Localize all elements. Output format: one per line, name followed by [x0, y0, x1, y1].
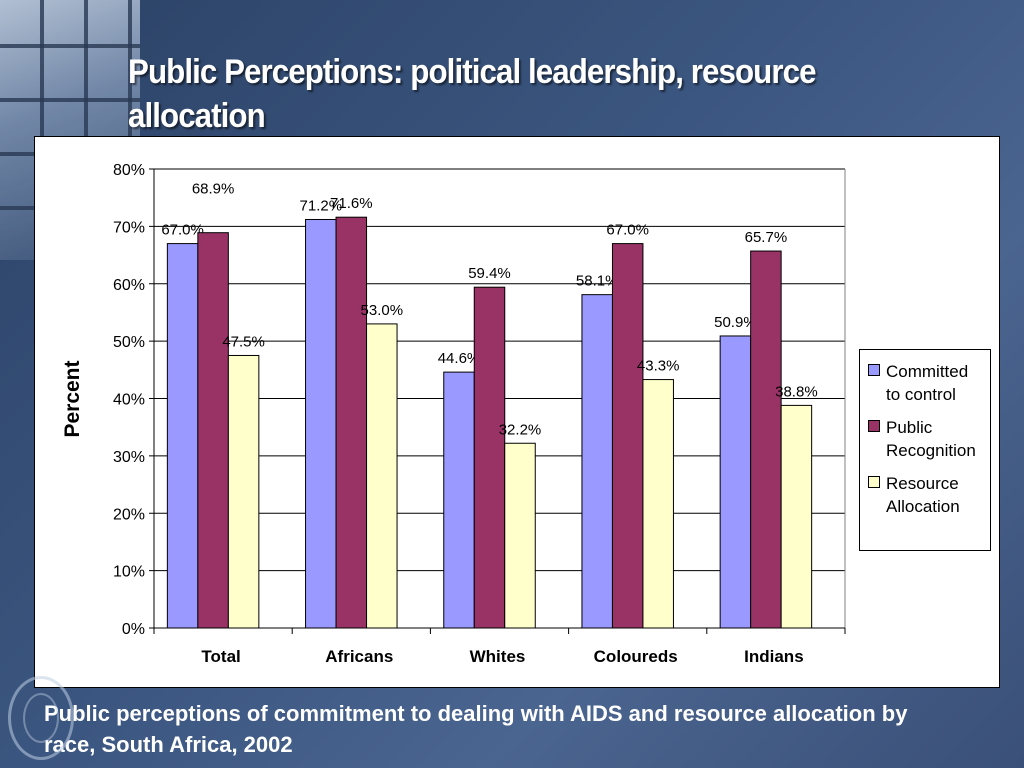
- data-label: 38.8%: [775, 383, 818, 400]
- bar: [611, 243, 644, 629]
- slide-caption: Public perceptions of commitment to deal…: [44, 701, 908, 757]
- bar: [443, 371, 475, 629]
- bar: [227, 354, 260, 629]
- y-tick-label: 70%: [113, 219, 145, 236]
- data-label: 65.7%: [745, 229, 788, 246]
- bar: [197, 232, 229, 629]
- legend-label-recognition: Public Recognition: [886, 418, 976, 460]
- organization-logo: [8, 676, 74, 760]
- data-label: 43.3%: [637, 358, 680, 375]
- x-tick-label: Total: [201, 647, 240, 666]
- legend-swatch-recognition: [868, 420, 880, 432]
- data-label: 58.1%: [576, 273, 619, 290]
- y-tick-label: 20%: [113, 506, 145, 523]
- bar: [335, 216, 368, 629]
- data-label: 47.5%: [222, 333, 265, 350]
- chart-legend: Committed to control Public Recognition …: [859, 349, 991, 551]
- data-label: 68.9%: [192, 181, 235, 198]
- data-label: 67.0%: [161, 222, 204, 239]
- bar-chart: 0% 10% 20% 30% 40% 50% 60% 70% 80% 67.0% 68.9% 47.5…: [61, 162, 846, 666]
- bar: [581, 294, 613, 629]
- legend-swatch-allocation: [868, 476, 880, 488]
- y-tick-label: 60%: [113, 277, 145, 294]
- bar: [366, 323, 398, 629]
- x-tick-label: Whites: [470, 647, 526, 666]
- legend-item-committed: Committed to control: [868, 360, 984, 406]
- data-label: 71.6%: [330, 195, 373, 212]
- bar: [750, 250, 782, 629]
- legend-label-allocation: Resource Allocation: [886, 474, 960, 516]
- y-tick-label: 80%: [113, 162, 145, 179]
- y-axis-label: Percent: [61, 360, 84, 437]
- y-tick-label: 40%: [113, 392, 145, 409]
- y-tick-label: 0%: [122, 621, 145, 638]
- legend-item-recognition: Public Recognition: [868, 416, 984, 462]
- chart-panel: 0% 10% 20% 30% 40% 50% 60% 70% 80% 67.0% 68.9% 47.5…: [34, 136, 1000, 688]
- data-label: 44.6%: [438, 350, 481, 367]
- data-label: 53.0%: [361, 302, 404, 319]
- legend-swatch-committed: [868, 364, 880, 376]
- bar: [166, 243, 199, 629]
- data-label: 59.4%: [468, 265, 511, 282]
- data-label: 67.0%: [606, 222, 649, 239]
- slide-title: Public Perceptions: political leadership…: [128, 53, 816, 135]
- data-label: 50.9%: [714, 314, 757, 331]
- y-tick-label: 30%: [113, 449, 145, 466]
- data-label: 32.2%: [499, 421, 542, 438]
- x-tick-label: Africans: [325, 647, 393, 666]
- y-tick-label: 50%: [113, 334, 145, 351]
- legend-label-committed: Committed to control: [886, 362, 969, 404]
- bar: [642, 379, 674, 629]
- legend-item-allocation: Resource Allocation: [868, 472, 984, 518]
- x-tick-label: Coloureds: [594, 647, 678, 666]
- bar: [504, 442, 536, 629]
- bar: [780, 404, 813, 629]
- bar: [719, 335, 752, 629]
- bar: [305, 218, 337, 629]
- background-window-image: [0, 0, 140, 260]
- data-label: 71.2%: [300, 197, 343, 214]
- bar: [473, 286, 506, 629]
- x-tick-label: Indians: [744, 647, 804, 666]
- y-tick-label: 10%: [113, 564, 145, 581]
